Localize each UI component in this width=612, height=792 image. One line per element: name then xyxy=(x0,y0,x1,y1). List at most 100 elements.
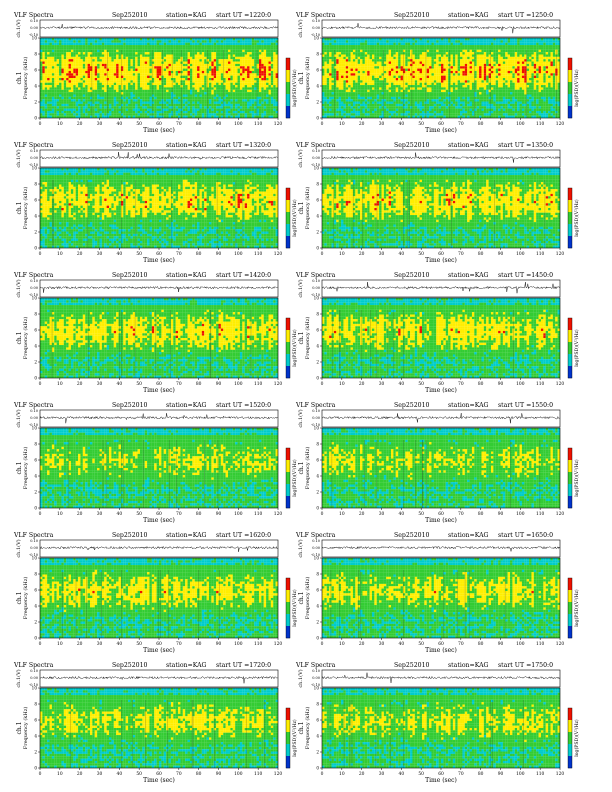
spectrogram-cell xyxy=(140,106,142,108)
spectrogram-cell xyxy=(100,57,102,59)
spectrogram-cell xyxy=(240,90,242,92)
spectrogram-cell xyxy=(276,40,278,42)
spectrogram-cell xyxy=(178,66,180,68)
spectrogram-cell xyxy=(45,64,47,66)
spectrogram-cell xyxy=(178,73,180,75)
spectrogram-cell xyxy=(481,47,483,49)
spectrogram-cell xyxy=(458,43,460,45)
spectrogram-cell xyxy=(188,43,190,45)
spectrogram-cell xyxy=(192,76,194,78)
spectrogram-cell xyxy=(183,85,185,87)
spectrogram-cell xyxy=(396,47,398,49)
spectrogram-cell xyxy=(73,54,75,56)
spectrogram-cell xyxy=(121,38,123,40)
spectrogram-cell xyxy=(415,59,417,61)
spectrogram-cell xyxy=(273,43,275,45)
spectrogram-cell xyxy=(238,78,240,80)
spectrogram-cell xyxy=(83,59,85,61)
spectrogram-cell xyxy=(109,64,111,66)
spectrogram-cell xyxy=(254,62,256,64)
spectrogram-cell xyxy=(111,109,113,111)
spectrogram-cell xyxy=(169,66,171,68)
spectrogram-cell xyxy=(102,99,104,101)
spectrogram-cell xyxy=(389,50,391,52)
spectrogram-cell xyxy=(245,94,247,96)
spectrogram-cell xyxy=(130,92,132,94)
spectrogram-cell xyxy=(128,85,130,87)
spectrogram-cell xyxy=(202,45,204,47)
spectrogram-cell xyxy=(190,94,192,96)
spectrogram-cell xyxy=(71,76,73,78)
spectrogram-cell xyxy=(47,50,49,52)
spectrogram-cell xyxy=(522,69,524,71)
spectrogram-cell xyxy=(458,47,460,49)
spectrogram-cell xyxy=(54,45,56,47)
spectrogram-cell xyxy=(104,69,106,71)
spectrogram-cell xyxy=(195,73,197,75)
spectrogram-cell xyxy=(503,57,505,59)
spectrogram-cell xyxy=(135,94,137,96)
spectrogram-cell xyxy=(389,66,391,68)
spectrogram-cell xyxy=(80,85,82,87)
spectrogram-cell xyxy=(332,69,334,71)
spectrogram-cell xyxy=(73,64,75,66)
spectrogram-cell xyxy=(324,69,326,71)
spectrogram-cell xyxy=(348,71,350,73)
spectrogram-cell xyxy=(142,102,144,104)
spectrogram-cell xyxy=(484,66,486,68)
spectrogram-cell xyxy=(276,50,278,52)
spectrogram-cell xyxy=(50,106,52,108)
spectrogram-cell xyxy=(128,104,130,106)
spectrogram-cell xyxy=(204,57,206,59)
spectrogram-cell xyxy=(517,64,519,66)
spectrogram-cell xyxy=(484,40,486,42)
spectrogram-cell xyxy=(505,43,507,45)
spectrogram-cell xyxy=(240,69,242,71)
spectrogram-cell xyxy=(95,54,97,56)
spectrogram-cell xyxy=(339,50,341,52)
spectrogram-cell xyxy=(458,71,460,73)
spectrogram-cell xyxy=(467,38,469,40)
spectrogram-cell xyxy=(226,50,228,52)
spectrogram-cell xyxy=(254,109,256,111)
spectrogram-cell xyxy=(527,69,529,71)
spectrogram-cell xyxy=(546,69,548,71)
spectrogram-cell xyxy=(40,90,42,92)
spectrogram-cell xyxy=(332,38,334,40)
spectrogram-cell xyxy=(107,116,109,118)
spectrogram-cell xyxy=(197,78,199,80)
spectrogram-cell xyxy=(424,52,426,54)
spectrogram-cell xyxy=(351,54,353,56)
spectrogram-cell xyxy=(219,92,221,94)
spectrogram-cell xyxy=(78,97,80,99)
spectrogram-cell xyxy=(104,78,106,80)
spectrogram-cell xyxy=(188,59,190,61)
spectrogram-cell xyxy=(329,71,331,73)
spectrogram-cell xyxy=(185,69,187,71)
spectrogram-cell xyxy=(69,109,71,111)
spectrogram-cell xyxy=(403,45,405,47)
spectrogram-cell xyxy=(121,106,123,108)
spectrogram-cell xyxy=(128,71,130,73)
spectrogram-cell xyxy=(130,64,132,66)
spectrogram-cell xyxy=(54,52,56,54)
waveform-tick-label: 0.10 xyxy=(30,19,38,23)
spectrogram-cell xyxy=(128,83,130,85)
spectrogram-cell xyxy=(50,92,52,94)
spectrogram-cell xyxy=(166,111,168,113)
spectrogram-cell xyxy=(240,83,242,85)
spectrogram-cell xyxy=(427,38,429,40)
spectrogram-cell xyxy=(460,71,462,73)
spectrogram-cell xyxy=(209,111,211,113)
spectrogram-cell xyxy=(121,92,123,94)
spectrogram-cell xyxy=(245,78,247,80)
spectrogram-cell xyxy=(247,113,249,115)
spectrogram-cell xyxy=(145,83,147,85)
spectrogram-cell xyxy=(85,106,87,108)
spectrogram-cell xyxy=(188,92,190,94)
spectrogram-cell xyxy=(266,92,268,94)
spectrogram-cell xyxy=(50,59,52,61)
spectrogram-cell xyxy=(138,116,140,118)
spectrogram-cell xyxy=(393,40,395,42)
spectrogram-cell xyxy=(539,69,541,71)
